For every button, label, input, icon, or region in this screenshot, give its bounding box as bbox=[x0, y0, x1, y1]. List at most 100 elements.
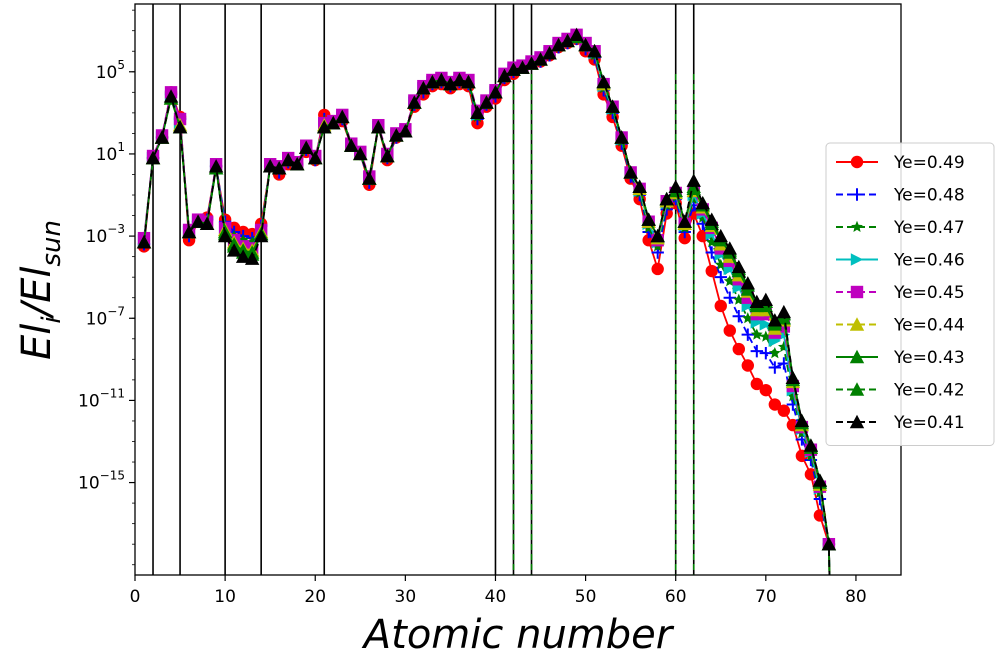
data-point bbox=[389, 128, 404, 142]
data-point bbox=[533, 52, 548, 66]
data-point bbox=[776, 304, 792, 319]
data-point bbox=[371, 120, 386, 134]
data-point bbox=[759, 318, 773, 331]
data-point bbox=[416, 81, 431, 95]
data-point bbox=[651, 262, 664, 276]
data-point bbox=[812, 473, 828, 487]
y-tick-exponent: −15 bbox=[100, 469, 125, 483]
y-tick-base: 10 bbox=[78, 391, 100, 411]
y-tick-exponent: 5 bbox=[117, 58, 125, 72]
data-point bbox=[235, 249, 251, 263]
data-point bbox=[353, 146, 368, 161]
data-point bbox=[750, 344, 764, 358]
legend-label: Ye=0.45 bbox=[893, 283, 965, 303]
data-point bbox=[262, 159, 278, 173]
data-point bbox=[732, 293, 745, 305]
legend-marker bbox=[850, 253, 864, 266]
y-tick-exponent: −7 bbox=[107, 304, 125, 318]
y-tick-base: 10 bbox=[78, 474, 100, 494]
data-point bbox=[569, 27, 584, 42]
legend-entry: Ye=0.49 bbox=[836, 153, 965, 173]
data-point bbox=[217, 228, 233, 243]
legend-label: Ye=0.41 bbox=[893, 413, 965, 433]
series-line bbox=[143, 33, 831, 575]
series-line bbox=[143, 35, 831, 575]
series-line bbox=[143, 37, 831, 575]
data-point bbox=[740, 276, 755, 290]
series-Ye=0.44 bbox=[136, 29, 837, 575]
data-point bbox=[271, 161, 287, 175]
data-point bbox=[407, 95, 422, 109]
series-Ye=0.45 bbox=[137, 28, 836, 575]
data-point bbox=[145, 150, 161, 165]
data-point bbox=[723, 324, 736, 337]
legend: Ye=0.49 Ye=0.48 Ye=0.47 Ye=0.46 Ye=0.45 Ye=0.… bbox=[825, 142, 995, 446]
y-tick-label: 10−15 bbox=[78, 469, 125, 494]
data-point bbox=[714, 258, 727, 270]
series-line bbox=[143, 35, 831, 575]
plot-area bbox=[136, 4, 837, 575]
data-point bbox=[136, 235, 152, 249]
y-axis-title: Eli/Elsun bbox=[14, 220, 67, 360]
x-tick-label: 60 bbox=[665, 587, 687, 607]
data-point bbox=[803, 438, 819, 452]
data-point bbox=[741, 359, 754, 372]
data-point bbox=[704, 212, 719, 226]
data-point bbox=[154, 130, 170, 144]
legend-entry: Ye=0.47 bbox=[836, 218, 965, 238]
y-axis-title-base-sub: i bbox=[37, 316, 67, 324]
y-tick-exponent: −3 bbox=[107, 222, 125, 236]
x-tick-label: 80 bbox=[845, 587, 867, 607]
data-point bbox=[732, 342, 745, 356]
data-point bbox=[497, 68, 512, 83]
data-point bbox=[758, 292, 774, 306]
legend-label: Ye=0.44 bbox=[893, 316, 965, 336]
data-point bbox=[686, 173, 701, 187]
data-point bbox=[226, 243, 242, 257]
x-tick-label: 40 bbox=[485, 587, 507, 607]
plot-frame bbox=[134, 3, 902, 576]
legend-entry: Ye=0.41 bbox=[836, 413, 965, 433]
data-point bbox=[398, 124, 413, 138]
y-tick-base: 10 bbox=[96, 145, 118, 165]
series-line bbox=[143, 35, 831, 575]
data-point bbox=[731, 259, 746, 274]
series-Ye=0.46 bbox=[137, 30, 836, 575]
data-point bbox=[741, 328, 754, 341]
legend-label: Ye=0.49 bbox=[893, 153, 965, 173]
data-point bbox=[253, 228, 269, 243]
legend-marker bbox=[850, 285, 864, 299]
data-point bbox=[524, 56, 539, 70]
legend-entry: Ye=0.42 bbox=[836, 381, 965, 401]
y-tick-label: 101 bbox=[96, 140, 125, 165]
data-point bbox=[344, 138, 359, 152]
data-point bbox=[290, 157, 305, 171]
data-point bbox=[767, 313, 783, 327]
data-point bbox=[713, 228, 728, 243]
series-line bbox=[143, 35, 831, 575]
series-Ye=0.49 bbox=[137, 32, 836, 575]
data-point bbox=[714, 270, 727, 284]
x-axis: 0 10 20 30 40 50 60 70 80 bbox=[130, 575, 867, 607]
data-point bbox=[172, 120, 188, 134]
y-tick-label: 10−11 bbox=[78, 386, 125, 411]
y-tick-exponent: −11 bbox=[100, 386, 125, 400]
legend-entry: Ye=0.48 bbox=[836, 186, 965, 206]
legend-box bbox=[825, 142, 995, 446]
data-point bbox=[515, 60, 530, 74]
x-tick-label: 50 bbox=[575, 587, 597, 607]
y-tick-base: 10 bbox=[86, 227, 108, 247]
y-axis-title-base: El bbox=[14, 324, 60, 360]
data-point bbox=[623, 165, 638, 179]
y-axis-title-sep: /El bbox=[14, 267, 60, 320]
legend-marker bbox=[849, 349, 865, 364]
data-point bbox=[317, 120, 332, 134]
y-tick-label: 105 bbox=[96, 58, 125, 83]
data-point bbox=[768, 347, 781, 359]
data-point bbox=[190, 214, 206, 228]
x-axis-title: Atomic number bbox=[361, 612, 675, 658]
data-point bbox=[659, 191, 674, 206]
legend-entry: Ye=0.46 bbox=[836, 251, 965, 271]
data-point bbox=[443, 76, 458, 91]
legend-entry: Ye=0.44 bbox=[836, 316, 965, 336]
